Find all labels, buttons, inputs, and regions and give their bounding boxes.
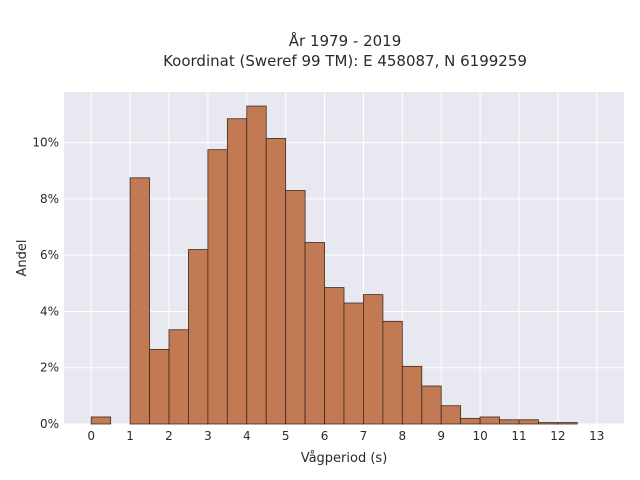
y-tick-labels: 0% 2% 4% 6% 8% 10% xyxy=(32,136,59,431)
y-axis-label: Andel xyxy=(15,240,30,277)
x-tick-label: 2 xyxy=(165,429,173,443)
histogram-bar xyxy=(440,405,462,425)
y-tick-label: 4% xyxy=(40,304,59,318)
histogram-bar xyxy=(538,422,559,425)
histogram-bar xyxy=(460,417,481,425)
x-tick-label: 10 xyxy=(472,429,487,443)
x-tick-label: 8 xyxy=(399,429,407,443)
histogram-bar xyxy=(226,118,248,425)
x-tick-labels: 0 1 2 3 4 5 6 7 8 9 10 11 12 13 xyxy=(87,429,604,443)
histogram-bar xyxy=(324,287,345,425)
histogram-bar xyxy=(207,149,228,425)
x-tick-label: 9 xyxy=(437,429,445,443)
x-axis-label: Vågperiod (s) xyxy=(301,451,388,466)
histogram-bar xyxy=(363,294,384,425)
histogram-bar xyxy=(188,249,209,425)
y-tick-label: 6% xyxy=(40,248,59,262)
x-tick-label: 13 xyxy=(589,429,604,443)
x-tick-label: 3 xyxy=(204,429,212,443)
x-tick-label: 4 xyxy=(243,429,251,443)
histogram-bar xyxy=(265,138,287,425)
x-tick-label: 6 xyxy=(321,429,329,443)
bars-group xyxy=(90,105,578,425)
x-tick-label: 5 xyxy=(282,429,290,443)
histogram-bar xyxy=(343,302,364,425)
chart-subtitle: Koordinat (Sweref 99 TM): E 458087, N 61… xyxy=(163,52,527,70)
histogram-bar xyxy=(304,242,325,425)
histogram-bar xyxy=(149,349,170,425)
y-tick-label: 0% xyxy=(40,417,59,431)
y-tick-label: 2% xyxy=(40,361,59,375)
histogram-bar xyxy=(382,320,403,425)
histogram-bar xyxy=(401,365,423,425)
x-tick-label: 11 xyxy=(511,429,526,443)
histogram-bar xyxy=(518,419,539,425)
x-tick-label: 0 xyxy=(87,429,95,443)
y-tick-label: 10% xyxy=(32,136,59,150)
histogram-bar xyxy=(90,416,112,425)
histogram-bar xyxy=(421,385,442,425)
x-tick-label: 7 xyxy=(360,429,368,443)
histogram-bar xyxy=(557,422,578,425)
x-tick-label: 12 xyxy=(550,429,565,443)
histogram-bar xyxy=(246,105,267,425)
chart-title: År 1979 - 2019 xyxy=(289,31,402,50)
histogram-bar xyxy=(285,190,306,425)
histogram-bar xyxy=(479,416,500,425)
histogram-bar xyxy=(499,419,520,425)
histogram-bar xyxy=(168,329,189,425)
histogram-bar xyxy=(129,177,150,425)
y-tick-label: 8% xyxy=(40,192,59,206)
x-tick-label: 1 xyxy=(126,429,134,443)
